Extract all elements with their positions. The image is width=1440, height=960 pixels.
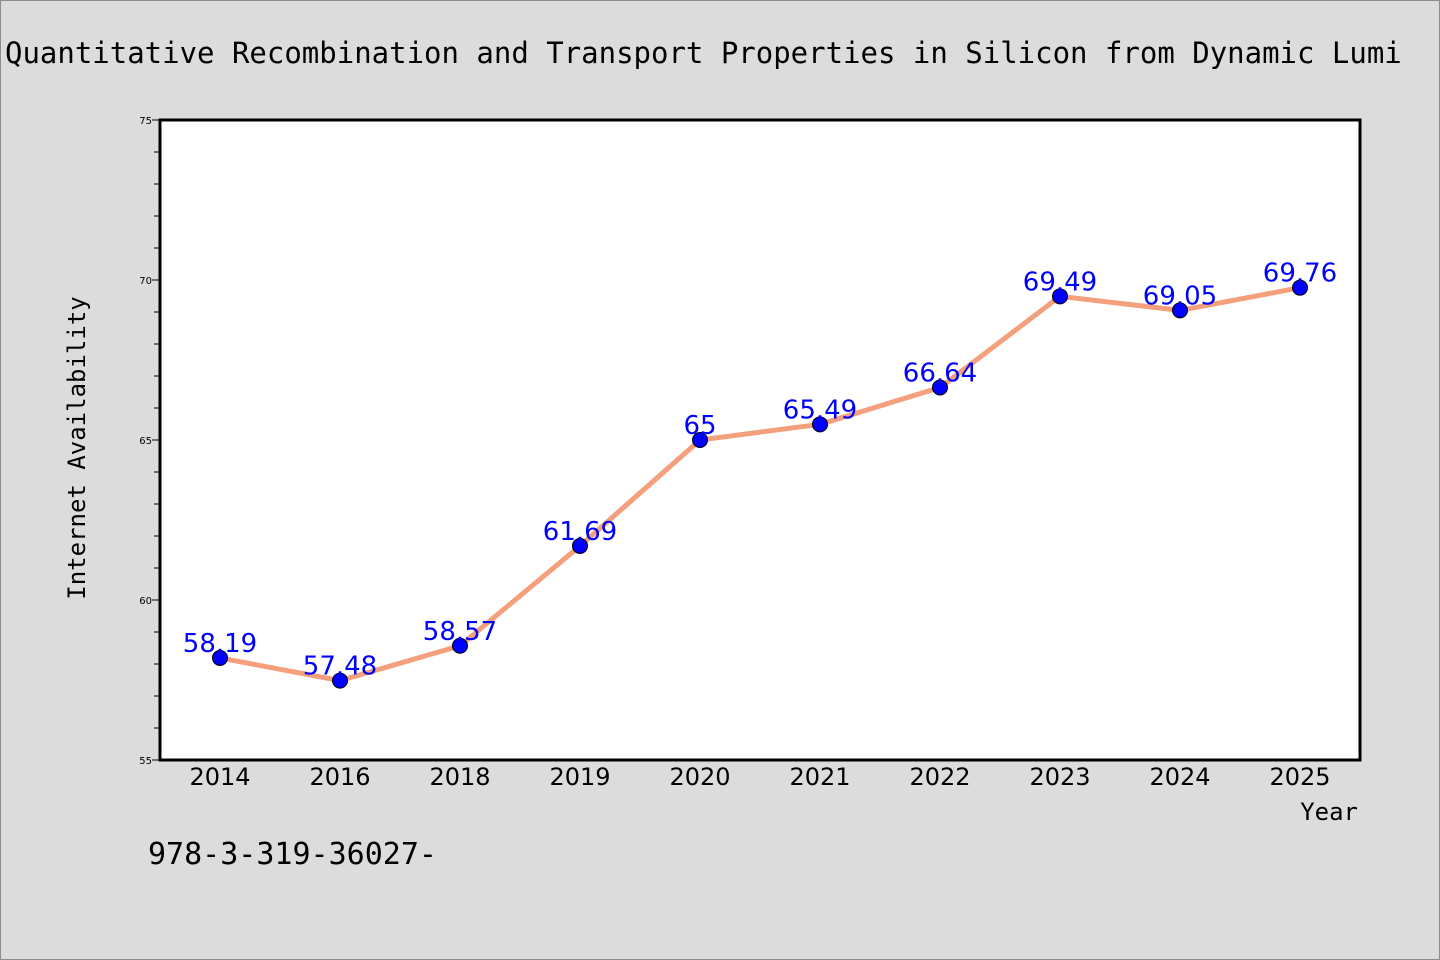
footer-isbn-text: 978-3-319-36027- xyxy=(148,837,437,872)
series-line xyxy=(217,285,1303,684)
data-point xyxy=(692,432,708,448)
plot-area xyxy=(158,118,1362,762)
data-point xyxy=(1292,279,1308,296)
chart-title: Quantitative Recombination and Transport… xyxy=(5,36,1402,70)
y-tick-label: 55 xyxy=(139,756,152,767)
data-label: 69.76 xyxy=(1263,259,1337,289)
x-tick-label: 2019 xyxy=(549,763,610,791)
data-label: 65 xyxy=(683,411,716,441)
y-tick-label: 60 xyxy=(139,596,152,607)
data-label: 66.64 xyxy=(903,359,977,389)
y-tick-label: 75 xyxy=(139,116,152,127)
data-point xyxy=(212,649,228,666)
data-label: 65.49 xyxy=(783,395,857,425)
data-label: 57.48 xyxy=(303,652,377,682)
y-axis-label: Internet Availability xyxy=(63,296,91,599)
y-tick-label: 70 xyxy=(139,276,152,287)
x-tick-label: 2022 xyxy=(909,763,970,791)
data-point xyxy=(452,637,468,654)
data-label: 61.69 xyxy=(543,517,617,547)
y-tick-label: 65 xyxy=(139,436,152,447)
x-tick-label: 2021 xyxy=(789,763,850,791)
x-axis-tick-labels: 2014 2016 2018 2019 2020 2021 2022 2023 2024 2025 xyxy=(189,763,1330,791)
data-point xyxy=(572,537,588,554)
x-tick-label: 2014 xyxy=(189,763,250,791)
x-tick-label: 2018 xyxy=(429,763,490,791)
data-point xyxy=(1052,288,1068,305)
x-axis-label: Year xyxy=(1300,798,1358,826)
data-point xyxy=(332,672,348,689)
data-points xyxy=(212,279,1308,689)
y-axis-ticks xyxy=(152,119,160,761)
data-labels: 58.19 57.48 58.57 61.69 65 65.49 66.64 69.49 69.… xyxy=(183,259,1337,682)
data-point xyxy=(812,416,828,433)
x-tick-label: 2016 xyxy=(309,763,370,791)
data-label: 69.05 xyxy=(1143,281,1217,311)
data-point xyxy=(932,379,948,396)
data-label: 58.19 xyxy=(183,629,257,659)
data-label: 58.57 xyxy=(423,617,497,647)
x-tick-label: 2025 xyxy=(1269,763,1330,791)
data-label: 69.49 xyxy=(1023,267,1097,297)
data-point xyxy=(1172,302,1188,319)
y-axis-tick-labels: 55 60 65 70 75 xyxy=(139,116,152,767)
x-tick-label: 2023 xyxy=(1029,763,1090,791)
x-tick-label: 2024 xyxy=(1149,763,1210,791)
x-tick-label: 2020 xyxy=(669,763,730,791)
